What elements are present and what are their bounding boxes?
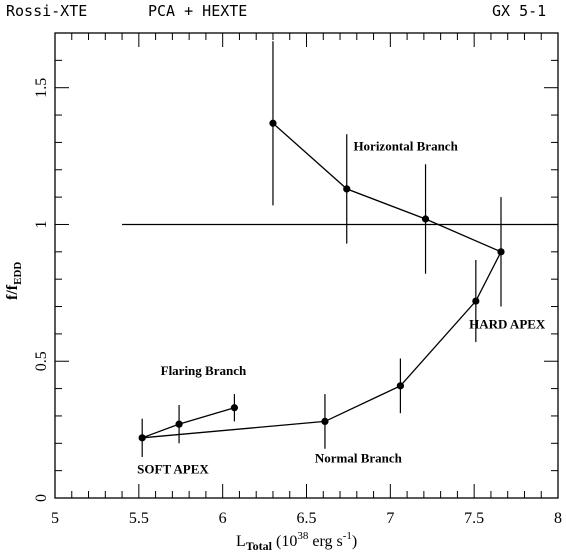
y-axis-title-sub: EDD — [12, 262, 24, 285]
data-point — [175, 420, 183, 428]
x-axis-title-open: (10 — [276, 533, 297, 550]
y-tick-label: 1 — [33, 220, 50, 228]
data-point — [138, 434, 146, 442]
x-tick-label: 8 — [554, 510, 562, 527]
x-tick-label: 7.5 — [464, 510, 484, 527]
data-point — [269, 119, 277, 127]
annotation-label: SOFT APEX — [137, 461, 209, 476]
x-tick-label: 6.5 — [297, 510, 317, 527]
y-tick-label: 0 — [33, 494, 50, 502]
annotation-label: Horizontal Branch — [353, 139, 458, 154]
annotation-label: HARD APEX — [469, 316, 546, 331]
data-point — [472, 297, 480, 305]
curve-group — [141, 122, 502, 439]
header-left: Rossi-XTE — [6, 2, 87, 20]
header-middle: PCA + HEXTE — [148, 2, 247, 20]
y-axis-title-main: f/f — [4, 284, 21, 300]
tick-labels-group: 5 5.5 6 6.5 7 7.5 8 0 0.5 1 1.5 — [33, 78, 562, 527]
data-point — [396, 382, 404, 390]
x-axis-title-close: ) — [352, 533, 357, 550]
x-tick-label: 5.5 — [129, 510, 149, 527]
x-tick-label: 6 — [219, 510, 227, 527]
x-tick-label: 7 — [386, 510, 394, 527]
error-bars-group — [141, 41, 502, 457]
x-axis-title-sup: 38 — [297, 530, 309, 542]
ticks-group — [54, 32, 559, 499]
data-point — [421, 215, 430, 223]
x-axis-title-unit-sup: -1 — [343, 530, 352, 542]
x-tick-label: 5 — [51, 510, 59, 527]
x-axis-title-sub: Total — [246, 539, 273, 552]
data-point — [321, 417, 329, 426]
x-axis-title-unit: erg s — [308, 533, 342, 550]
plot-frame — [54, 32, 559, 499]
x-axis-title: LTotal (1038 erg s-1) — [236, 530, 357, 552]
annotation-label: Flaring Branch — [161, 363, 247, 378]
y-tick-label: 0.5 — [33, 351, 50, 371]
data-point — [230, 404, 239, 412]
points-group — [138, 119, 505, 442]
data-curve — [141, 122, 502, 439]
data-point — [343, 185, 351, 193]
data-point — [497, 248, 505, 256]
header-right: GX 5-1 — [492, 2, 546, 20]
annotations-group: Horizontal Branch HARD APEX Flaring Branch… — [137, 139, 546, 477]
y-tick-label: 1.5 — [33, 78, 50, 98]
y-axis-title: f/fEDD — [4, 262, 24, 300]
annotation-label: Normal Branch — [315, 450, 403, 465]
x-axis-title-main: L — [236, 533, 246, 550]
